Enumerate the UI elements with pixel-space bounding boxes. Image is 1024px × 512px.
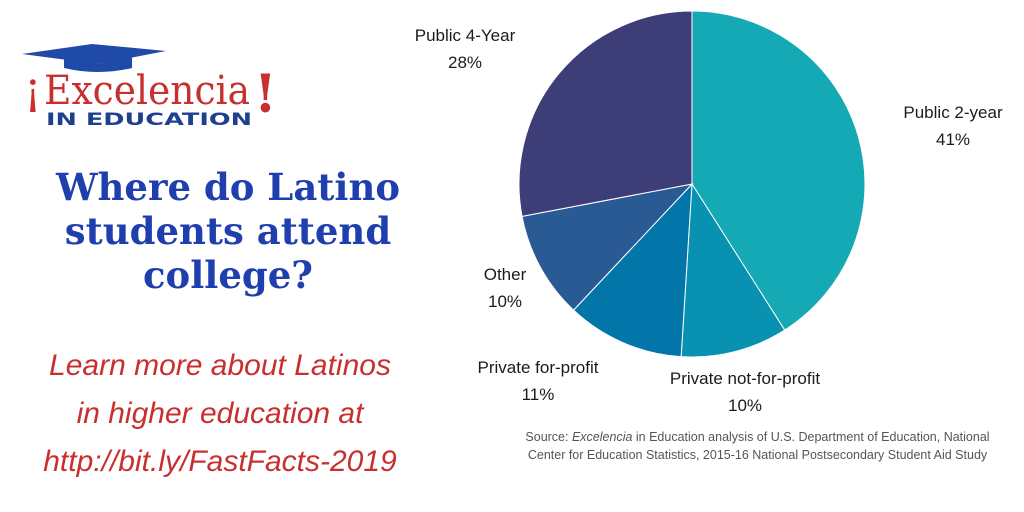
learn-more-text: Learn more about Latinos in higher educa… <box>10 342 430 486</box>
source-prefix: Source: <box>525 430 572 444</box>
pie-label-value: 41% <box>936 130 970 149</box>
learn-more-line-2: in higher education at <box>76 397 364 430</box>
graduation-cap-base <box>64 56 132 72</box>
pie-label-value: 10% <box>488 292 522 311</box>
source-emphasis: Excelencia <box>571 430 633 444</box>
learn-more-line-1: Learn more about Latinos <box>49 349 391 382</box>
headline-line-3: college? <box>143 253 313 297</box>
excelencia-logo: ¡ Excelencia ! IN EDUCATION <box>22 44 277 130</box>
pie-labels: Public 2-year 41% Private not-for-profit 10… <box>415 26 1003 415</box>
pie-slice-private-for-profit <box>572 182 693 358</box>
graduation-cap-icon <box>22 44 166 64</box>
pie-label-category: Other <box>484 265 527 284</box>
pie-slice-private-not-for-profit <box>680 182 786 358</box>
logo-name: Excelencia <box>44 68 250 114</box>
source-rest: in Education analysis of U.S. Department… <box>527 430 990 462</box>
pie-label-value: 10% <box>728 396 762 415</box>
pie-label-category: Private not-for-profit <box>670 369 820 388</box>
pie-slices <box>518 10 866 358</box>
pie-slice-public-4-year <box>518 10 693 218</box>
logo-tagline: IN EDUCATION <box>46 110 252 130</box>
headline-line-2: students attend <box>64 209 392 253</box>
logo-exclaim-close: ! <box>254 64 277 125</box>
source-note: Source: Excelencia in Education analysis… <box>520 428 995 464</box>
pie-label-category: Public 4-Year <box>415 26 516 45</box>
pie-label-value: 28% <box>448 53 482 72</box>
learn-more-link[interactable]: http://bit.ly/FastFacts-2019 <box>43 445 397 478</box>
logo-exclaim-open: ¡ <box>24 64 42 115</box>
pie-slice-other <box>521 183 694 311</box>
headline-line-1: Where do Latino <box>55 165 401 209</box>
pie-label-category: Private for-profit <box>478 358 599 377</box>
pie-label-value: 11% <box>522 385 555 404</box>
pie-slice-public-2-year <box>691 10 866 331</box>
headline: Where do Latino students attend college? <box>18 165 438 297</box>
pie-label-category: Public 2-year <box>903 103 1003 122</box>
